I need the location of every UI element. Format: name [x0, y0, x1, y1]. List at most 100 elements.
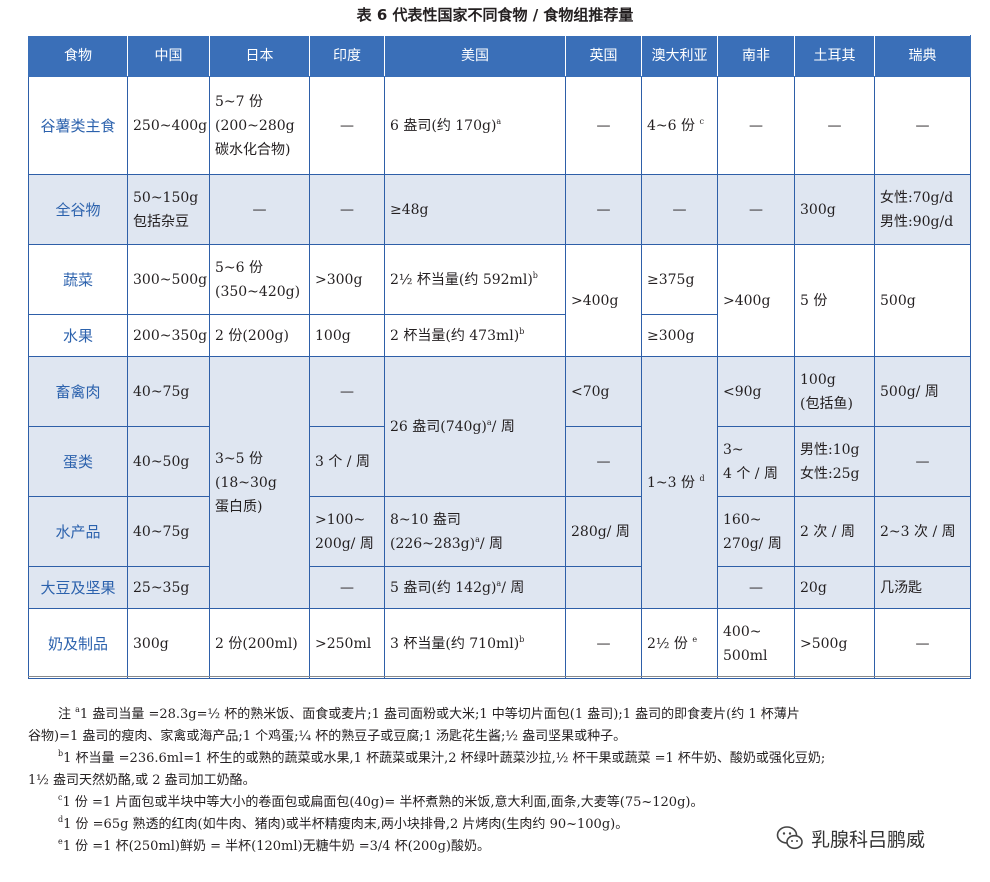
cell-south-africa: <90g	[717, 356, 795, 427]
cell-line: 5~7 份	[215, 93, 263, 110]
cell-line: 200g/ 周	[315, 535, 374, 552]
cell-uk: 280g/ 周	[565, 496, 642, 567]
footnote-text: 1 份 =1 杯(250ml)鲜奶 = 半杯(120ml)无糖牛奶 =3/4 杯…	[62, 839, 490, 854]
footnote-marker: a	[496, 116, 502, 126]
food-recommendation-table: 食物 中国 日本 印度 美国 英国 澳大利亚 南非 土耳其 瑞典 谷薯类主食 2…	[28, 35, 971, 679]
cell-line: 男性:90g/d	[880, 213, 954, 230]
cell-usa: 2½ 杯当量(约 592ml)b	[384, 244, 566, 315]
table-row-vegetables: 蔬菜 300~500g 5~6 份 (350~420g) >300g 2½ 杯当…	[28, 244, 971, 357]
footnote-marker: b	[519, 634, 525, 644]
cell-india: 3 个 / 周	[309, 426, 385, 497]
cell-india: >100~ 200g/ 周	[309, 496, 385, 567]
cell-turkey: 100g (包括鱼)	[794, 356, 875, 427]
cell-sweden: 2~3 次 / 周	[874, 496, 971, 567]
cell-turkey: 2 次 / 周	[794, 496, 875, 567]
wechat-icon	[776, 826, 803, 850]
cell-line: (18~30g	[215, 474, 277, 491]
cell-text: 2½ 份	[647, 635, 688, 652]
cell-japan: 2 份(200g)	[209, 314, 310, 357]
cell-text: / 周	[491, 418, 515, 435]
cell-australia: —	[641, 174, 718, 245]
watermark-text: 乳腺科吕鹏威	[811, 828, 926, 851]
cell-australia: ≥375g	[641, 244, 718, 315]
cell-text: 6 盎司(约 170g)	[390, 117, 497, 134]
cell-usa-meat-egg: 26 盎司(740g)a/ 周	[384, 356, 566, 497]
cell-china: 250~400g	[127, 76, 210, 175]
cell-text: 5 盎司(约 142g)	[390, 579, 497, 596]
cell-japan: 5~7 份 (200~280g 碳水化合物)	[209, 76, 310, 175]
cell-south-africa: 400~ 500ml	[717, 608, 795, 679]
header-row: 食物 中国 日本 印度 美国 英国 澳大利亚 南非 土耳其 瑞典	[28, 35, 971, 77]
cell-line: 4 个 / 周	[723, 465, 778, 482]
cell-japan: —	[209, 174, 310, 245]
cell-line: 3~	[723, 441, 744, 458]
footnote-text: 1 盎司当量 =28.3g=½ 杯的熟米饭、面食或麦片;1 盎司面粉或大米;1 …	[79, 707, 800, 722]
cell-line: (350~420g)	[215, 283, 301, 300]
footnote-marker: d	[58, 815, 64, 824]
cell-sweden: —	[874, 426, 971, 497]
footnote-marker: c	[699, 116, 704, 126]
cell-line: 100g	[800, 371, 836, 388]
cell-india: —	[309, 356, 385, 427]
cell-usa: 8~10 盎司 (226~283g)a/ 周	[384, 496, 566, 567]
footnote-marker: e	[58, 837, 63, 846]
footnote-text: 1 杯当量 =236.6ml=1 杯生的或熟的蔬菜或水果,1 杯蔬菜或果汁,2 …	[63, 751, 826, 766]
cell-uk: —	[565, 426, 642, 497]
row-label: 大豆及坚果	[28, 566, 128, 609]
cell-text: 26 盎司(740g)	[390, 418, 487, 435]
cell-south-africa: —	[717, 174, 795, 245]
header-usa: 美国	[384, 35, 566, 77]
header-australia: 澳大利亚	[641, 35, 718, 77]
table-row-soy-nuts: 大豆及坚果 25~35g — 5 盎司(约 142g)a/ 周 — 20g 几汤…	[28, 566, 971, 609]
footnote-marker: b	[58, 749, 64, 758]
cell-line: 5~6 份	[215, 259, 263, 276]
cell-line: (200~280g	[215, 117, 295, 134]
cell-sweden: —	[874, 76, 971, 175]
cell-south-africa: —	[717, 76, 795, 175]
table-row-eggs: 蛋类 40~50g 3 个 / 周 — 3~ 4 个 / 周 男性:10g 女性…	[28, 426, 971, 497]
cell-south-africa: 160~ 270g/ 周	[717, 496, 795, 567]
cell-turkey: >500g	[794, 608, 875, 679]
footnote-marker: a	[496, 578, 502, 588]
header-japan: 日本	[209, 35, 310, 77]
cell-line: 270g/ 周	[723, 535, 782, 552]
cell-text: / 周	[479, 535, 504, 552]
footnote-a: 注 a1 盎司当量 =28.3g=½ 杯的熟米饭、面食或麦片;1 盎司面粉或大米…	[28, 677, 970, 726]
row-label: 水果	[28, 314, 128, 357]
watermark: 乳腺科吕鹏威	[775, 820, 926, 856]
header-india: 印度	[309, 35, 385, 77]
cell-line: 女性:25g	[800, 465, 860, 482]
header-uk: 英国	[565, 35, 642, 77]
row-label: 蛋类	[28, 426, 128, 497]
cell-usa: 2 杯当量(约 473ml)b	[384, 314, 566, 357]
cell-china: 25~35g	[127, 566, 210, 609]
cell-sweden: 几汤匙	[874, 566, 971, 609]
cell-china: 40~75g	[127, 496, 210, 567]
cell-line: (包括鱼)	[800, 395, 853, 412]
footnote-marker: b	[532, 270, 538, 280]
cell-south-africa-veg-fruit: >400g	[717, 244, 795, 357]
footnote-e: e1 份 =1 杯(250ml)鲜奶 = 半杯(120ml)无糖牛奶 =3/4 …	[28, 836, 970, 858]
cell-china: 300~500g	[127, 244, 210, 315]
footnote-marker: a	[475, 534, 480, 544]
cell-china: 50~150g 包括杂豆	[127, 174, 210, 245]
cell-turkey: —	[794, 76, 875, 175]
footnote-marker: b	[519, 326, 525, 336]
header-turkey: 土耳其	[794, 35, 875, 77]
cell-uk: —	[565, 76, 642, 175]
cell-text: 2 杯当量(约 473ml)	[390, 327, 520, 344]
cell-china: 40~50g	[127, 426, 210, 497]
table-row-dairy: 奶及制品 300g 2 份(200ml) >250ml 3 杯当量(约 710m…	[28, 608, 971, 679]
cell-turkey-veg-fruit: 5 份	[794, 244, 875, 357]
cell-text: (226~283g)	[390, 535, 476, 552]
cell-usa: 5 盎司(约 142g)a/ 周	[384, 566, 566, 609]
cell-australia: ≥300g	[641, 314, 718, 357]
cell-sweden: 500g/ 周	[874, 356, 971, 427]
cell-line: (226~283g)a/ 周	[390, 532, 560, 556]
footnote-marker: d	[699, 473, 705, 483]
footnote-prefix: 注	[58, 707, 76, 722]
footnote-c: c1 份 =1 片面包或半块中等大小的卷面包或扁面包(40g)= 半杯煮熟的米饭…	[28, 792, 970, 814]
footnote-text: 1 份 =1 片面包或半块中等大小的卷面包或扁面包(40g)= 半杯煮熟的米饭,…	[62, 795, 704, 810]
footnote-marker: a	[75, 705, 80, 714]
cell-text: 4~6 份	[647, 117, 695, 134]
